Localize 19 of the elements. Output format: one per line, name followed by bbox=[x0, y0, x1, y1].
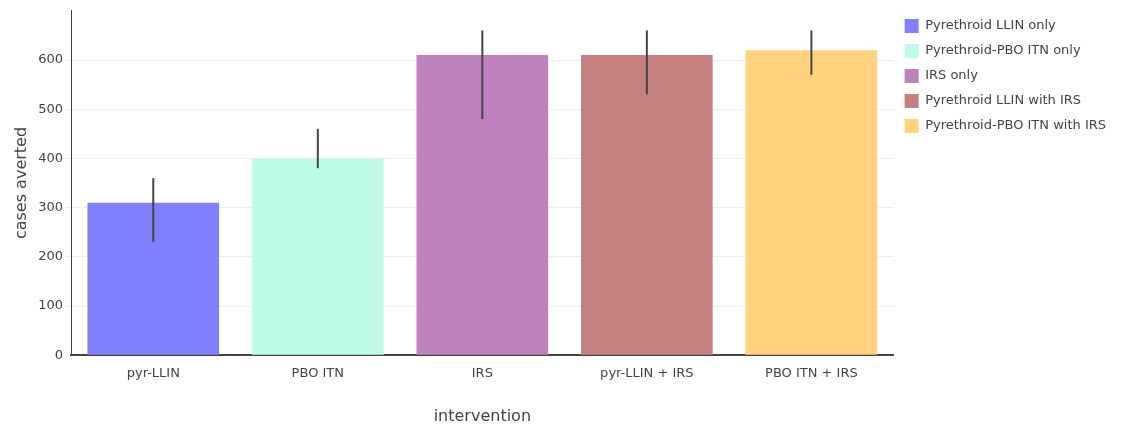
y-tick-label: 500 bbox=[38, 100, 64, 116]
y-tick-label: 300 bbox=[38, 198, 64, 214]
x-tick-label: PBO ITN + IRS bbox=[765, 365, 858, 381]
x-tick-label: pyr-LLIN bbox=[126, 365, 180, 381]
legend-label: Pyrethroid-PBO ITN only bbox=[925, 42, 1081, 58]
legend-label: Pyrethroid LLIN only bbox=[925, 17, 1057, 33]
y-tick-label: 100 bbox=[38, 297, 64, 313]
legend-label: Pyrethroid LLIN with IRS bbox=[925, 92, 1082, 108]
legend-label: IRS only bbox=[925, 67, 979, 83]
y-axis-title: cases averted bbox=[10, 126, 30, 240]
legend-label: Pyrethroid-PBO ITN with IRS bbox=[925, 117, 1107, 133]
y-tick-label: 600 bbox=[38, 51, 64, 67]
x-axis-title: intervention bbox=[433, 405, 532, 425]
y-tick-label: 400 bbox=[38, 149, 64, 165]
x-tick-label: IRS bbox=[471, 365, 493, 381]
y-tick-label: 0 bbox=[54, 346, 64, 362]
y-tick-label: 200 bbox=[38, 248, 64, 264]
x-tick-label: PBO ITN bbox=[291, 365, 345, 381]
x-tick-label: pyr-LLIN + IRS bbox=[600, 365, 694, 381]
